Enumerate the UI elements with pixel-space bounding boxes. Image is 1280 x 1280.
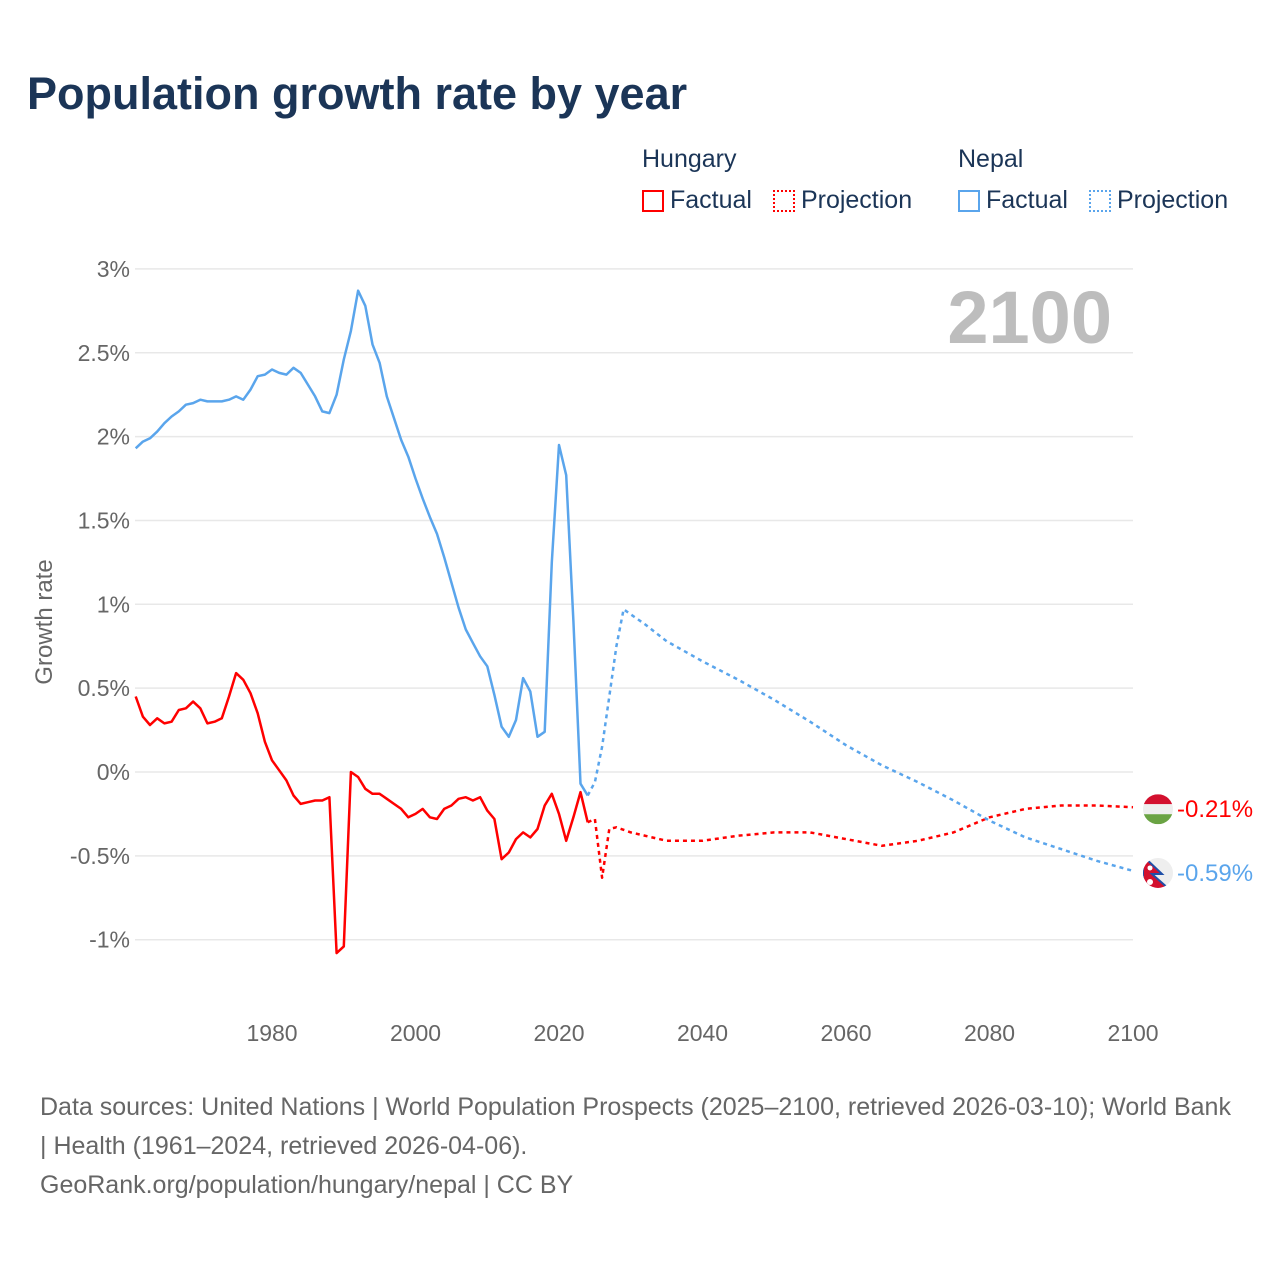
- year-indicator: 2100: [947, 276, 1112, 359]
- nepal-projection-line: [586, 608, 1134, 873]
- y-tick-label: 1.5%: [78, 507, 130, 533]
- line-chart: 3% 2.5% 2% 1.5% 1% 0.5% 0% -0.5% -1% 1980 2000 202…: [31, 256, 1253, 1046]
- legend-nepal-projection[interactable]: Projection: [1088, 186, 1229, 215]
- legend-hungary-factual[interactable]: Factual: [642, 186, 752, 215]
- y-tick-label: -1%: [89, 927, 130, 953]
- y-axis-label: Growth rate: [31, 559, 58, 684]
- x-tick-label: 2060: [820, 1020, 871, 1046]
- legend-hungary-projection[interactable]: Projection: [772, 186, 913, 215]
- x-tick-label: 2040: [677, 1020, 728, 1046]
- legend-country-hungary: Hungary: [642, 145, 737, 173]
- end-labels: -0.21% -0.59%: [1143, 794, 1253, 888]
- legend-swatch-solid: [642, 189, 664, 212]
- y-tick-label: 0.5%: [78, 675, 130, 701]
- series-lines: [134, 289, 1134, 955]
- nepal-end-value: -0.59%: [1177, 860, 1253, 887]
- y-tick-label: 3%: [97, 256, 130, 282]
- hungary-factual-line: [134, 671, 589, 955]
- y-tick-label: 2.5%: [78, 340, 130, 366]
- hungary-projection-line: [587, 804, 1134, 879]
- chart-title: Population growth rate by year: [27, 68, 688, 119]
- hungary-flag-icon: [1143, 794, 1173, 825]
- legend-hungary: Hungary Factual Projection: [642, 145, 926, 219]
- y-tick-labels: 3% 2.5% 2% 1.5% 1% 0.5% 0% -0.5% -1%: [70, 256, 130, 953]
- x-tick-label: 1980: [246, 1020, 297, 1046]
- x-tick-label: 2080: [964, 1020, 1015, 1046]
- x-tick-labels: 1980 2000 2020 2040 2060 2080 2100: [246, 1020, 1158, 1046]
- legend-swatch-dotted: [1088, 189, 1111, 212]
- y-tick-label: 2%: [97, 424, 130, 450]
- y-tick-label: 0%: [97, 759, 130, 785]
- x-tick-label: 2100: [1107, 1020, 1158, 1046]
- legend-country-nepal: Nepal: [958, 145, 1024, 173]
- legend-label: Projection: [1116, 186, 1229, 214]
- data-sources: Data sources: United Nations | World Pop…: [40, 1093, 1231, 1160]
- footer: Data sources: United Nations | World Pop…: [40, 1088, 1240, 1205]
- legend-label: Factual: [986, 186, 1068, 214]
- x-tick-label: 2000: [390, 1020, 441, 1046]
- hungary-end-value: -0.21%: [1177, 796, 1253, 823]
- y-tick-label: 1%: [97, 591, 130, 617]
- legend-swatch-dotted: [772, 189, 795, 212]
- y-tick-label: -0.5%: [70, 843, 130, 869]
- legend-nepal-factual[interactable]: Factual: [958, 186, 1068, 215]
- legend-label: Factual: [670, 186, 752, 214]
- legend-swatch-solid: [958, 189, 980, 212]
- nepal-factual-line: [134, 289, 589, 797]
- legend-label: Projection: [800, 186, 913, 214]
- nepal-flag-icon: [1143, 857, 1173, 888]
- attribution-link[interactable]: GeoRank.org/population/hungary/nepal | C…: [40, 1171, 574, 1199]
- legend-nepal: Nepal Factual Projection: [958, 145, 1242, 219]
- x-tick-label: 2020: [533, 1020, 584, 1046]
- gridlines: [135, 268, 1133, 941]
